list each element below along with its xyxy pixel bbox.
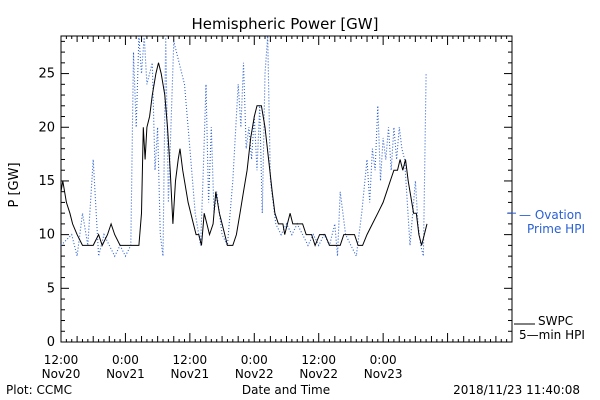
- series-swpc-line: [60, 62, 428, 247]
- x-tick-time-label: 12:00: [301, 353, 336, 367]
- legend-ovation-line1: — Ovation: [519, 208, 582, 222]
- x-tick-date-label: Nov21: [106, 367, 145, 381]
- legend-swpc-line1: SWPC: [538, 314, 573, 328]
- y-tick-label: 5: [47, 281, 55, 296]
- y-tick-label: 0: [47, 335, 55, 350]
- x-tick-time-label: 12:00: [173, 353, 208, 367]
- footer-source: Plot: CCMC: [6, 383, 72, 397]
- x-axis: 12:00Nov200:00Nov2112:00Nov210:00Nov2212…: [42, 36, 513, 381]
- footer-timestamp: 2018/11/23 11:40:08: [453, 383, 580, 397]
- x-tick-time-label: 0:00: [112, 353, 139, 367]
- x-tick-time-label: 0:00: [370, 353, 397, 367]
- series-layer: [60, 35, 516, 258]
- y-tick-label: 20: [38, 120, 55, 135]
- y-tick-label: 10: [38, 228, 55, 243]
- legend-swpc: SWPC 5—min HPI: [514, 314, 585, 342]
- y-axis: 0 5 10 15 20 25: [38, 40, 512, 350]
- legend-ovation-line2: Prime HPI: [527, 222, 585, 236]
- x-tick-date-label: Nov22: [235, 367, 274, 381]
- x-tick-date-label: Nov21: [171, 367, 210, 381]
- plot-frame: [60, 35, 513, 343]
- chart-title: Hemispheric Power [GW]: [192, 15, 379, 33]
- series-ovation-line: [60, 35, 427, 258]
- legend-swpc-line2: 5—min HPI: [519, 328, 585, 342]
- y-axis-label: P [GW]: [7, 162, 22, 207]
- y-tick-label: 25: [38, 67, 55, 82]
- y-tick-label: 15: [38, 174, 55, 189]
- x-tick-time-label: 12:00: [44, 353, 79, 367]
- x-tick-date-label: Nov23: [364, 367, 403, 381]
- x-axis-title: Date and Time: [242, 383, 330, 397]
- x-tick-date-label: Nov20: [42, 367, 81, 381]
- legend-ovation: — Ovation Prime HPI: [519, 208, 585, 236]
- x-tick-time-label: 0:00: [241, 353, 268, 367]
- x-tick-date-label: Nov22: [299, 367, 338, 381]
